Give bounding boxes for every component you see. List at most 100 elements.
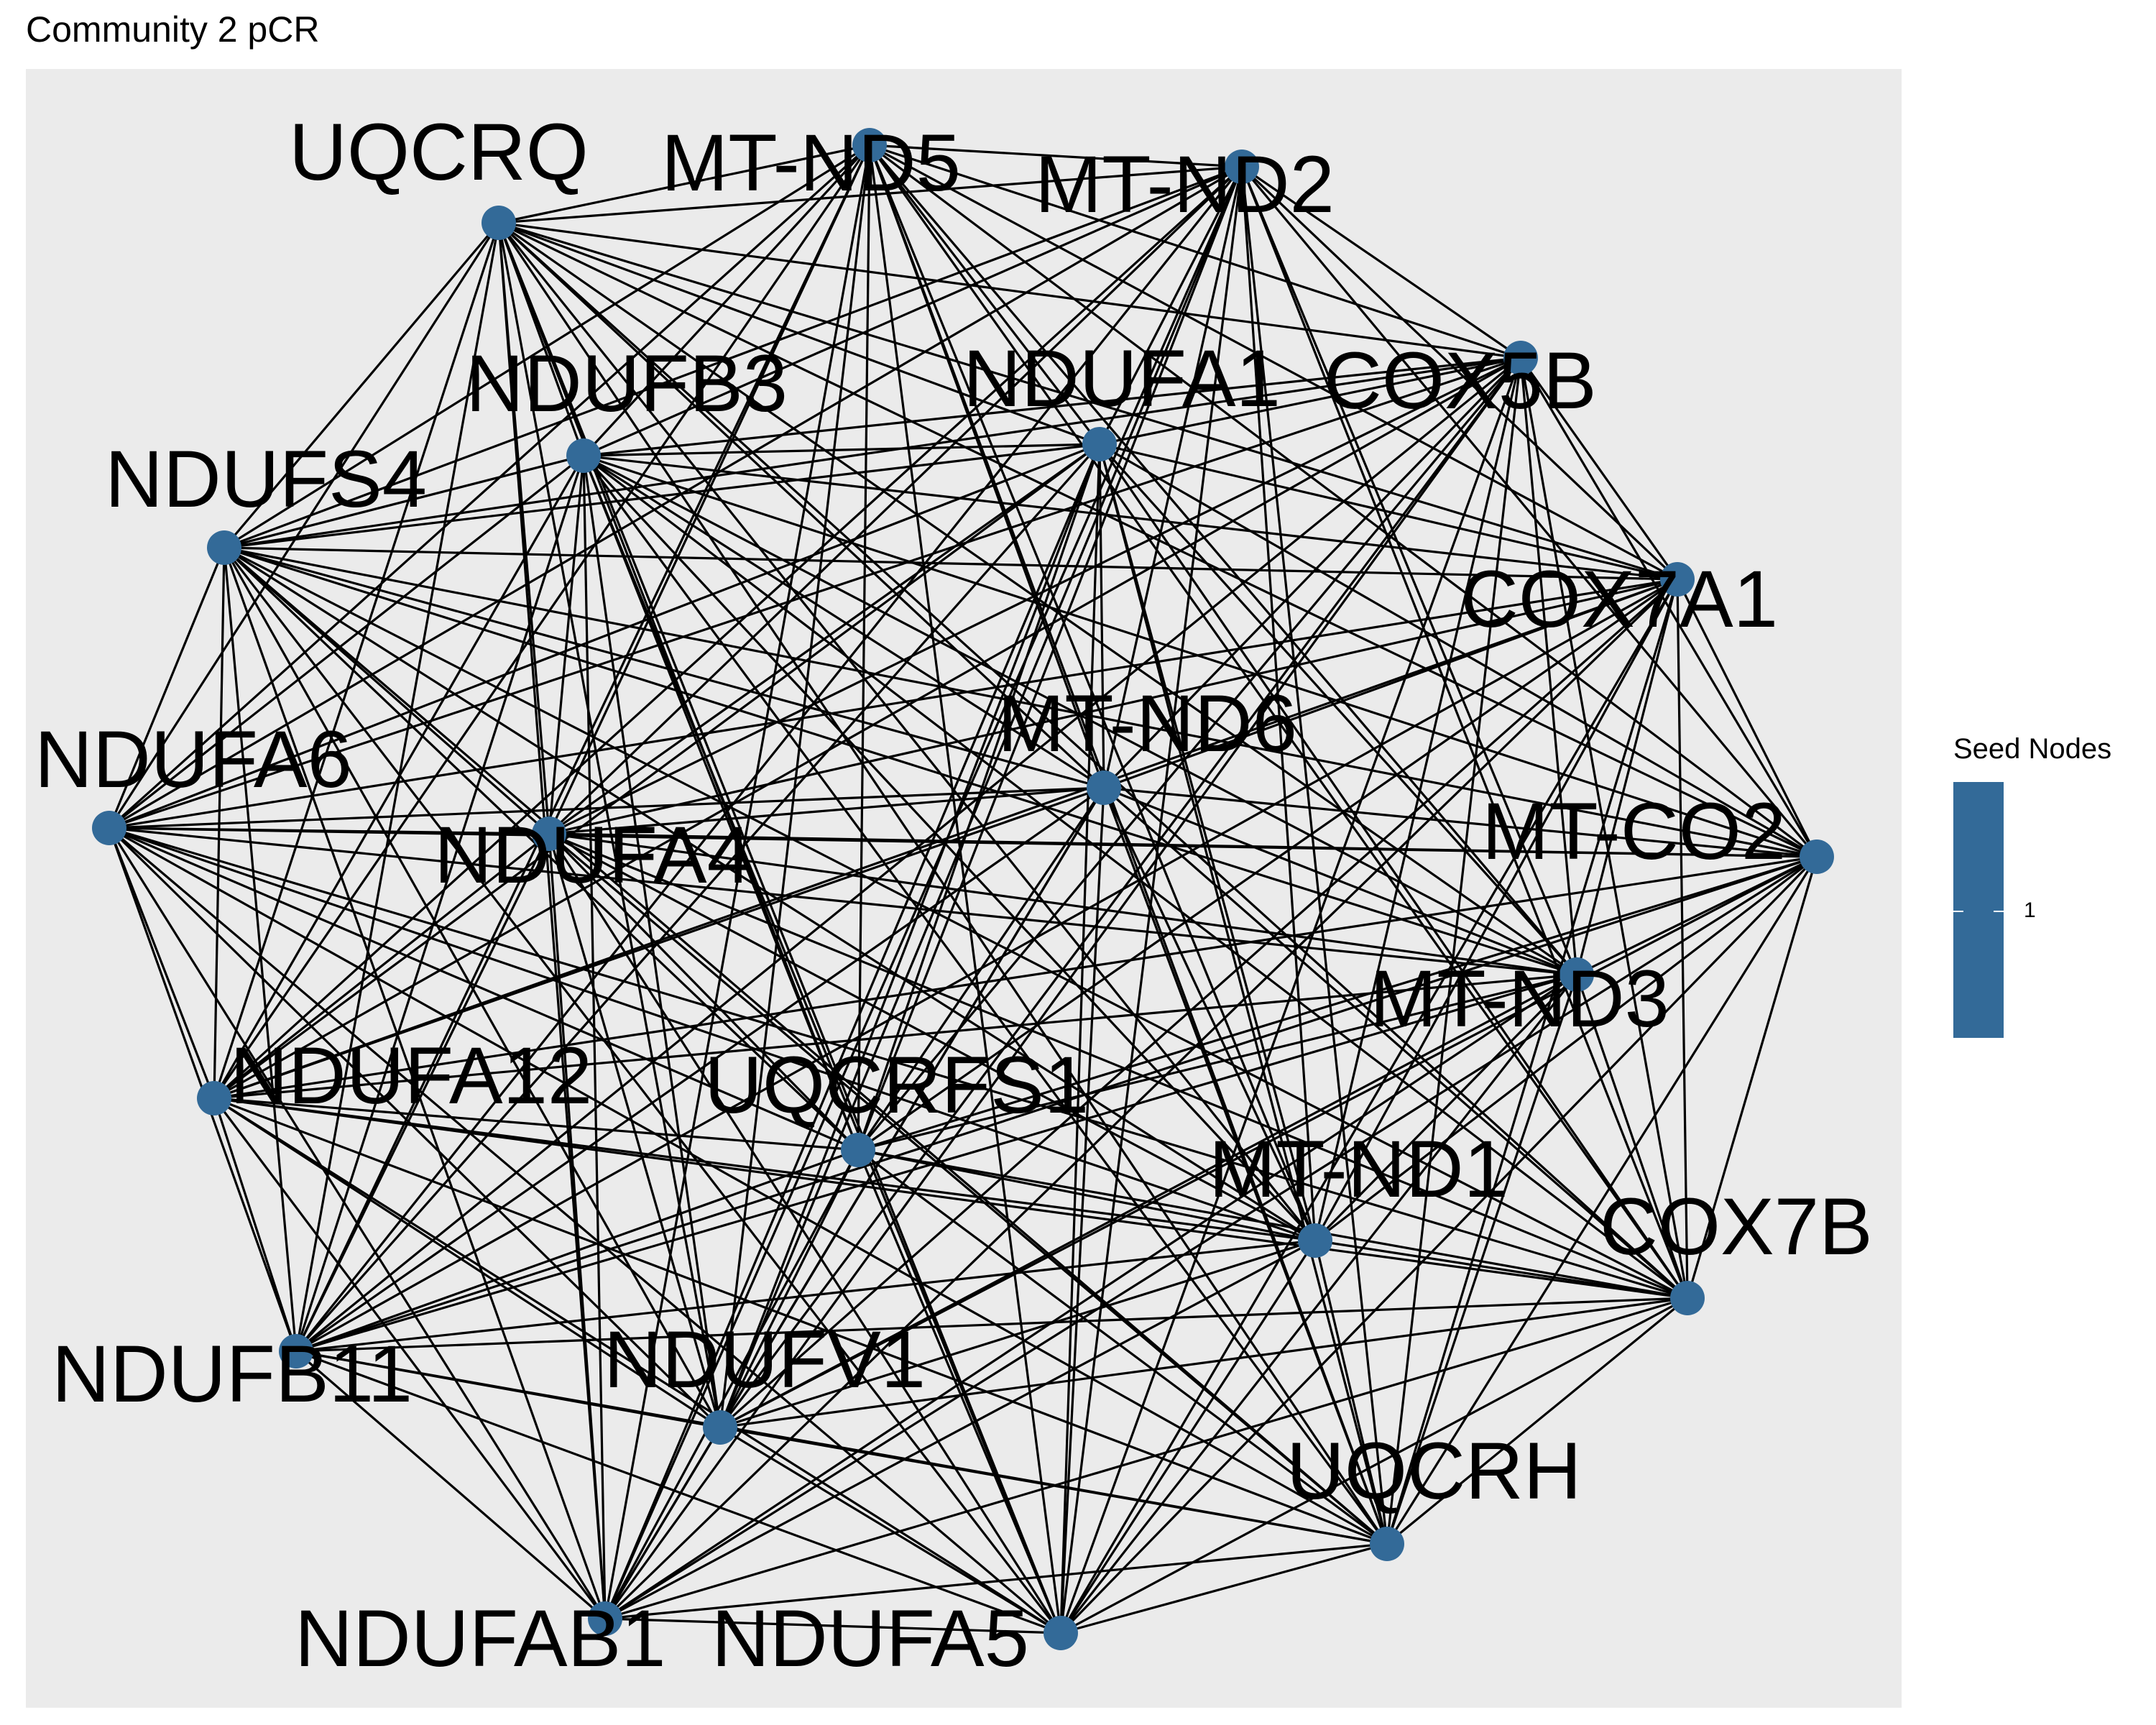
edge-ndufa1-ndufb3 — [583, 443, 1100, 457]
edge-ndufa12-mt-nd1 — [213, 1097, 1316, 1242]
edge-mt-nd6-mt-nd3 — [1103, 786, 1577, 976]
node-label-ndufb3: NDUFB3 — [466, 339, 788, 428]
edge-ndufab1-ndufa5 — [604, 1617, 1061, 1634]
edge-mt-nd2-mt-nd3 — [1240, 166, 1578, 975]
edge-cox5b-ndufs4 — [224, 356, 1521, 549]
edge-cox5b-mt-nd3 — [1519, 357, 1578, 975]
edge-cox5b-cox7b — [1519, 357, 1689, 1299]
node-mt-nd6 — [1087, 770, 1121, 805]
node-label-uqcrfs1: UQCRFS1 — [704, 1040, 1089, 1130]
edge-ndufa6-mt-nd3 — [109, 827, 1577, 976]
edge-uqcrh-ndufa5 — [1060, 1542, 1388, 1634]
edge-ndufa1-ndufb11 — [295, 443, 1101, 1353]
edge-ndufb11-ndufa5 — [295, 1350, 1061, 1634]
edge-ndufa4-ndufa12 — [213, 832, 550, 1100]
edge-ndufa6-ndufab1 — [108, 827, 607, 1619]
edge-mt-nd1-ndufa5 — [1059, 1240, 1317, 1634]
node-label-mt-nd6: MT-ND6 — [998, 678, 1297, 768]
node-label-cox5b: COX5B — [1324, 336, 1597, 426]
edge-cox5b-ndufb3 — [583, 356, 1521, 457]
node-label-uqcrq: UQCRQ — [289, 107, 589, 197]
edge-mt-nd2-cox7b — [1240, 166, 1689, 1299]
node-uqcrq — [482, 206, 516, 240]
node-mt-nd1 — [1298, 1223, 1332, 1258]
edge-mt-co2-uqcrh — [1386, 856, 1818, 1545]
edge-ndufs4-ndufa6 — [108, 547, 226, 829]
edge-ndufa1-mt-nd6 — [1098, 443, 1105, 788]
edge-cox7a1-ndufa6 — [109, 578, 1678, 829]
edge-ndufa1-ndufa12 — [213, 443, 1100, 1100]
edge-cox7a1-ndufa4 — [548, 578, 1678, 835]
edge-mt-co2-ndufv1 — [719, 855, 1818, 1429]
edge-mt-nd2-ndufs4 — [224, 165, 1243, 549]
edge-cox5b-ndufa6 — [109, 356, 1521, 829]
edge-ndufb3-uqcrh — [582, 455, 1388, 1545]
edge-mt-nd2-ndufa1 — [1098, 166, 1243, 445]
edge-mt-co2-ndufab1 — [604, 855, 1818, 1620]
node-label-mt-nd2: MT-ND2 — [1035, 139, 1335, 229]
plot-title: Community 2 pCR — [26, 9, 320, 50]
edge-mt-co2-ndufa5 — [1059, 855, 1818, 1634]
edge-ndufa6-uqcrfs1 — [109, 827, 859, 1151]
edge-mt-nd3-ndufa5 — [1059, 974, 1578, 1634]
node-ndufa4 — [532, 816, 566, 851]
edge-ndufa4-ndufab1 — [548, 833, 607, 1619]
edge-mt-nd3-cox7b — [1575, 974, 1689, 1299]
edge-uqcrq-ndufv1 — [497, 222, 722, 1428]
edge-cox5b-ndufa12 — [213, 356, 1521, 1100]
edge-uqcrfs1-ndufa5 — [857, 1149, 1062, 1634]
edge-mt-nd2-mt-nd6 — [1102, 166, 1243, 788]
node-mt-co2 — [1800, 840, 1834, 874]
edge-cox5b-ndufa1 — [1099, 356, 1521, 446]
edge-ndufa1-ndufv1 — [719, 443, 1101, 1428]
edge-ndufa4-uqcrh — [548, 832, 1388, 1545]
node-label-ndufa6: NDUFA6 — [34, 714, 352, 804]
edge-ndufa1-ndufab1 — [604, 443, 1101, 1619]
edge-ndufa12-cox7b — [213, 1097, 1688, 1300]
edge-mt-nd1-ndufv1 — [719, 1239, 1316, 1429]
edge-ndufa4-cox7b — [548, 832, 1688, 1300]
edge-cox7a1-ndufab1 — [604, 578, 1679, 1620]
edge-mt-nd5-ndufb11 — [295, 144, 871, 1352]
edge-cox7b-ndufb11 — [295, 1297, 1688, 1353]
edge-uqcrfs1-mt-nd1 — [857, 1149, 1316, 1242]
node-mt-nd3 — [1560, 957, 1594, 992]
edge-mt-nd1-ndufab1 — [604, 1239, 1316, 1620]
edge-ndufa1-cox7a1 — [1099, 443, 1678, 581]
edge-mt-nd2-ndufa5 — [1059, 166, 1243, 1634]
node-ndufa6 — [92, 811, 126, 845]
edge-uqcrfs1-ndufv1 — [719, 1149, 860, 1428]
node-label-ndufs4: NDUFS4 — [105, 434, 427, 524]
node-uqcrfs1 — [841, 1133, 875, 1167]
edge-ndufa1-uqcrh — [1098, 443, 1388, 1545]
edge-cox7a1-mt-nd3 — [1575, 579, 1679, 975]
edge-mt-co2-uqcrfs1 — [857, 855, 1818, 1151]
edge-uqcrq-uqcrh — [497, 222, 1388, 1545]
edge-mt-nd6-ndufa12 — [213, 786, 1105, 1100]
edge-ndufb3-ndufa5 — [582, 455, 1062, 1634]
edge-mt-nd6-ndufa4 — [548, 786, 1105, 835]
node-label-uqcrh: UQCRH — [1286, 1426, 1582, 1516]
node-cox7a1 — [1660, 562, 1695, 597]
edge-uqcrq-ndufa1 — [498, 221, 1100, 446]
edge-cox7a1-mt-nd1 — [1314, 579, 1679, 1241]
edge-cox7a1-ndufb11 — [295, 578, 1678, 1353]
edge-mt-nd2-ndufa12 — [213, 165, 1243, 1100]
edge-ndufb3-ndufa4 — [548, 455, 585, 834]
edge-cox7b-ndufab1 — [604, 1297, 1688, 1620]
edge-ndufb3-mt-nd1 — [582, 454, 1317, 1242]
edge-uqcrq-cox7b — [497, 221, 1689, 1300]
edge-ndufa6-cox7b — [109, 827, 1688, 1300]
edge-ndufa12-ndufa5 — [213, 1097, 1061, 1634]
edge-mt-co2-ndufa12 — [213, 855, 1818, 1100]
edge-ndufa12-ndufv1 — [213, 1097, 721, 1429]
node-label-ndufa5: NDUFA5 — [711, 1593, 1029, 1683]
edge-ndufb11-ndufab1 — [295, 1350, 607, 1620]
edge-cox5b-uqcrh — [1386, 357, 1522, 1545]
edge-ndufa6-mt-nd1 — [109, 827, 1316, 1242]
edge-cox7b-ndufv1 — [719, 1297, 1688, 1429]
edge-mt-nd2-cox7a1 — [1240, 165, 1679, 581]
edge-ndufa12-ndufb11 — [213, 1098, 298, 1352]
edge-cox7a1-ndufv1 — [719, 578, 1679, 1429]
node-cox7b — [1670, 1281, 1705, 1315]
